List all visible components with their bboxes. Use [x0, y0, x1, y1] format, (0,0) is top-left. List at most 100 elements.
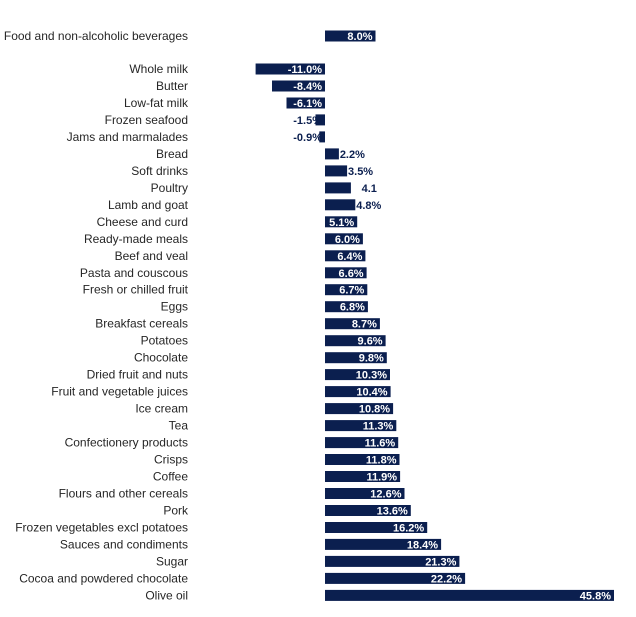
- bar: [325, 522, 428, 533]
- bar: [325, 572, 466, 584]
- bar: [325, 403, 394, 415]
- data-label: 4.8%: [356, 200, 381, 212]
- data-label: 11.9%: [367, 472, 398, 484]
- category-label: Dried fruit and nuts: [87, 368, 188, 382]
- bar: [325, 199, 356, 211]
- data-label: 11.3%: [363, 421, 394, 433]
- data-label: 2.2%: [340, 149, 365, 161]
- bar: [325, 30, 376, 42]
- bar: [325, 488, 405, 499]
- category-label: Fresh or chilled fruit: [83, 283, 189, 297]
- bar: [325, 216, 358, 228]
- bar: [325, 471, 401, 482]
- data-label: 6.0%: [335, 234, 360, 246]
- category-label: Flours and other cereals: [59, 487, 188, 501]
- category-label: Cocoa and powdered chocolate: [19, 571, 188, 585]
- data-label: 11.8%: [366, 455, 397, 467]
- bar: [325, 420, 397, 432]
- data-label: 6.6%: [339, 268, 364, 280]
- bar: [325, 538, 442, 550]
- category-label: Low-fat milk: [124, 96, 189, 110]
- category-label: Olive oil: [145, 588, 188, 602]
- bar: [325, 182, 351, 194]
- bar: [325, 250, 366, 262]
- data-label: 45.8%: [580, 590, 611, 602]
- data-label: 11.6%: [365, 438, 396, 450]
- category-label: Sauces and condiments: [60, 537, 188, 551]
- category-label: Pork: [163, 504, 189, 518]
- category-label: Ready-made meals: [84, 232, 188, 246]
- category-label: Tea: [169, 419, 189, 433]
- bar: [325, 335, 386, 347]
- data-label: 9.8%: [359, 353, 384, 365]
- data-label: -11.0%: [288, 64, 322, 76]
- data-label: 6.4%: [337, 251, 362, 263]
- data-label: 10.8%: [359, 404, 390, 416]
- bar: [325, 267, 367, 279]
- category-label: Food and non-alcoholic beverages: [4, 29, 188, 43]
- bar: [272, 80, 325, 92]
- category-label: Crisps: [154, 453, 188, 467]
- data-label: 22.2%: [431, 573, 462, 585]
- category-label: Ice cream: [135, 402, 188, 416]
- data-label: 6.8%: [340, 302, 365, 314]
- data-label: 13.6%: [377, 506, 408, 518]
- bar: [255, 63, 325, 75]
- category-label: Fruit and vegetable juices: [51, 385, 188, 399]
- data-label: 21.3%: [425, 556, 456, 568]
- labels-layer: Food and non-alcoholic beverages 8.0% Whol…: [4, 29, 611, 602]
- category-label: Lamb and goat: [108, 198, 189, 212]
- bar: [325, 284, 368, 296]
- bar: [325, 165, 348, 177]
- category-label: Confectionery products: [65, 436, 188, 450]
- bar: [325, 352, 387, 364]
- bar: [325, 454, 400, 465]
- category-label: Chocolate: [134, 351, 188, 365]
- category-label: Butter: [156, 79, 188, 93]
- category-label: Bread: [156, 147, 188, 161]
- data-label: -1.5%: [293, 115, 322, 127]
- bar: [325, 589, 614, 601]
- data-label: 18.4%: [407, 539, 438, 551]
- category-label: Pasta and couscous: [80, 266, 188, 280]
- category-label: Beef and veal: [115, 249, 188, 263]
- data-label: 3.5%: [348, 166, 373, 178]
- bar: [325, 301, 368, 313]
- data-label: 8.0%: [347, 31, 372, 43]
- category-label: Eggs: [161, 300, 188, 314]
- data-label: -6.1%: [293, 98, 322, 110]
- data-label: 8.7%: [352, 319, 377, 331]
- data-label: 10.4%: [356, 387, 387, 399]
- category-label: Potatoes: [141, 334, 188, 348]
- bars-layer: [255, 30, 614, 601]
- data-label: 16.2%: [393, 523, 424, 535]
- data-label: 6.7%: [339, 285, 364, 297]
- bar: [325, 318, 380, 330]
- data-label: -0.9%: [293, 132, 322, 144]
- category-label: Jams and marmalades: [67, 130, 188, 144]
- data-label: 4.1: [362, 183, 377, 195]
- category-label: Soft drinks: [131, 164, 188, 178]
- category-label: Frozen seafood: [105, 113, 188, 127]
- bar: [286, 97, 325, 109]
- bar: [325, 233, 363, 245]
- category-label: Frozen vegetables excl potatoes: [15, 521, 188, 535]
- category-label: Whole milk: [129, 62, 189, 76]
- bar: [325, 505, 411, 516]
- bar: [325, 386, 391, 398]
- bar: [325, 369, 390, 381]
- category-label: Coffee: [153, 470, 188, 484]
- bar: [319, 131, 325, 143]
- data-label: 10.3%: [356, 370, 387, 382]
- bar: [325, 437, 399, 449]
- data-label: -8.4%: [293, 81, 322, 93]
- category-label: Breakfast cereals: [95, 317, 188, 331]
- category-label: Cheese and curd: [97, 215, 188, 229]
- category-label: Sugar: [156, 554, 188, 568]
- data-label: 12.6%: [370, 489, 401, 501]
- data-label: 5.1%: [329, 217, 354, 229]
- bar: [325, 555, 460, 567]
- bar: [325, 148, 339, 160]
- data-label: 9.6%: [358, 336, 383, 348]
